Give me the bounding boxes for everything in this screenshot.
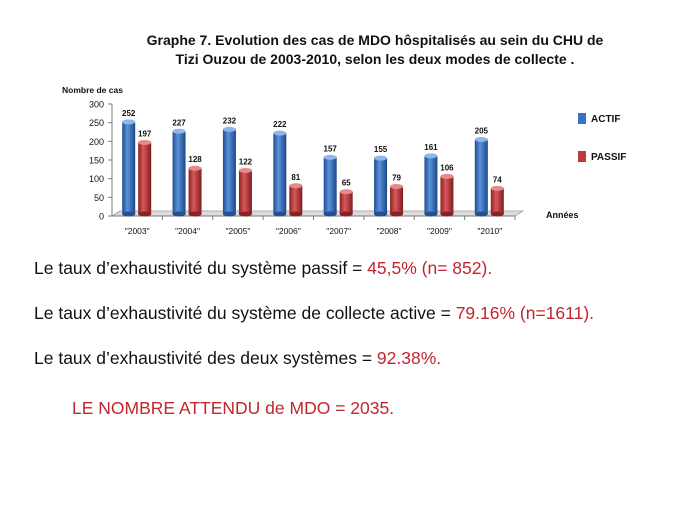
bar-top-passif <box>390 184 404 190</box>
y-tick-label: 0 <box>99 212 104 222</box>
y-axis-label: Nombre de cas <box>62 85 123 95</box>
combined-rate-label: Le taux d’exhaustivité des deux systèmes… <box>34 348 377 368</box>
bar-passif <box>339 191 353 214</box>
bar-top-actif <box>222 126 236 132</box>
bar-base-actif <box>323 211 337 217</box>
bar-top-passif <box>289 183 303 189</box>
bar-top-actif <box>273 130 287 136</box>
active-rate-value: 79.16% (n=1611). <box>455 303 595 323</box>
bar-top-actif <box>323 154 337 160</box>
bar-top-passif <box>238 167 252 173</box>
legend-swatch-actif <box>578 113 586 124</box>
bar-actif <box>172 131 186 214</box>
bar-actif <box>273 133 287 214</box>
y-tick-label: 50 <box>94 193 104 203</box>
data-label-passif: 106 <box>440 163 454 172</box>
data-label-actif: 227 <box>172 118 186 127</box>
bar-base-passif <box>138 211 152 217</box>
bar-base-passif <box>490 211 504 217</box>
bar-top-actif <box>424 153 438 159</box>
data-label-passif: 79 <box>392 174 401 183</box>
active-rate-label: Le taux d’exhaustivité du système de col… <box>34 303 456 323</box>
x-axis-label: Années <box>546 210 579 220</box>
passive-rate-value: 45,5% (n= 852). <box>367 258 493 278</box>
x-tick-label: "2005" <box>225 226 250 236</box>
data-label-actif: 161 <box>424 143 438 152</box>
chart-title: Graphe 7. Evolution des cas de MDO hôspi… <box>95 31 655 69</box>
bar-top-passif <box>440 173 454 179</box>
bar-top-passif <box>138 139 152 145</box>
legend-label-actif: ACTIF <box>591 114 620 125</box>
bar-base-passif <box>390 211 404 217</box>
bar-passif <box>390 186 404 214</box>
bar-top-passif <box>490 185 504 191</box>
expected-count-line: LE NOMBRE ATTENDU de MDO = 2035. <box>72 398 395 418</box>
bar-base-passif <box>440 211 454 217</box>
bar-actif <box>122 121 136 214</box>
x-tick-label: "2008" <box>377 226 402 236</box>
data-label-actif: 157 <box>324 144 338 153</box>
x-tick-label: "2003" <box>125 226 150 236</box>
bar-base-passif <box>188 211 202 217</box>
legend-swatch-passif <box>578 151 586 162</box>
bar-actif <box>374 158 388 214</box>
data-label-passif: 122 <box>239 157 253 166</box>
x-tick-label: "2006" <box>276 226 301 236</box>
data-label-passif: 74 <box>493 175 502 184</box>
bar-base-actif <box>273 211 287 217</box>
y-tick-label: 300 <box>89 100 104 110</box>
data-label-actif: 232 <box>223 116 237 125</box>
data-label-passif: 81 <box>291 173 300 182</box>
bar-base-passif <box>339 211 353 217</box>
bar-passif <box>490 188 504 214</box>
bar-top-actif <box>374 155 388 161</box>
bar-top-actif <box>122 119 136 125</box>
data-label-passif: 128 <box>188 155 202 164</box>
bar-base-actif <box>424 211 438 217</box>
bar-passif <box>238 170 252 214</box>
y-tick-label: 100 <box>89 174 104 184</box>
data-label-actif: 222 <box>273 120 287 129</box>
bar-base-actif <box>172 211 186 217</box>
y-tick-label: 250 <box>89 118 104 128</box>
x-tick-label: "2007" <box>326 226 351 236</box>
bar-passif <box>289 185 303 214</box>
bar-base-passif <box>238 211 252 217</box>
passive-rate-line: Le taux d’exhaustivité du système passif… <box>34 258 492 279</box>
x-tick-label: "2004" <box>175 226 200 236</box>
y-tick-label: 200 <box>89 137 104 147</box>
bar-top-actif <box>172 128 186 134</box>
data-label-actif: 155 <box>374 145 388 154</box>
combined-rate-value: 92.38%. <box>376 348 442 368</box>
chart-title-line-1: Graphe 7. Evolution des cas de MDO hôspi… <box>146 32 604 48</box>
combined-rate-line: Le taux d’exhaustivité des deux systèmes… <box>34 348 441 369</box>
y-tick-label: 150 <box>89 156 104 166</box>
data-label-actif: 252 <box>122 109 136 118</box>
bar-actif <box>424 155 438 214</box>
bar-top-passif <box>339 189 353 195</box>
chart-title-line-2: Tizi Ouzou de 2003-2010, selon les deux … <box>175 51 575 67</box>
bar-passif <box>440 176 454 214</box>
bar-base-passif <box>289 211 303 217</box>
bar-top-actif <box>474 136 488 142</box>
data-label-actif: 205 <box>475 126 489 135</box>
bar-base-actif <box>474 211 488 217</box>
bar-base-actif <box>222 211 236 217</box>
bar-actif <box>222 129 236 214</box>
x-tick-label: "2010" <box>477 226 502 236</box>
legend-label-passif: PASSIF <box>591 152 626 163</box>
data-label-passif: 65 <box>342 179 351 188</box>
passive-rate-label: Le taux d’exhaustivité du système passif… <box>34 258 368 278</box>
x-tick-label: "2009" <box>427 226 452 236</box>
bar-actif <box>474 139 488 214</box>
bar-passif <box>188 168 202 214</box>
data-label-passif: 197 <box>138 129 152 138</box>
bar-passif <box>138 142 152 214</box>
bar-base-actif <box>374 211 388 217</box>
bar-top-passif <box>188 165 202 171</box>
active-rate-line: Le taux d’exhaustivité du système de col… <box>34 303 594 324</box>
bar-base-actif <box>122 211 136 217</box>
bar-actif <box>323 157 337 214</box>
bar-chart: 0 50 100 150 200 250 300 Nombre de cas Années "20… <box>62 85 626 236</box>
